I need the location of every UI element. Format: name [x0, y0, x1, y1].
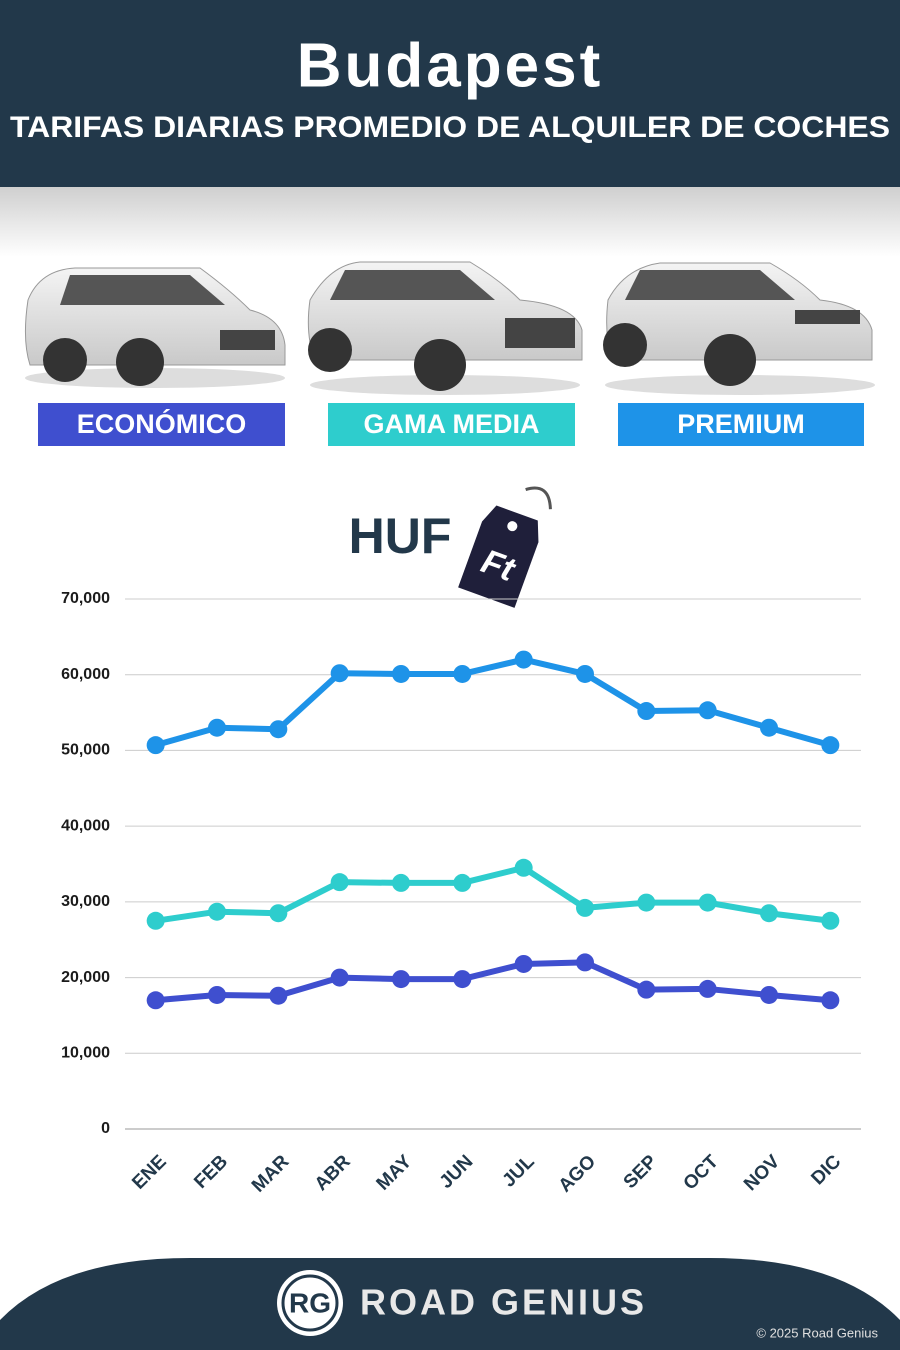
point: [576, 953, 594, 972]
price-tag: Ft: [458, 486, 552, 608]
y-tick-label: 0: [101, 1120, 110, 1137]
point: [330, 873, 349, 892]
point: [208, 902, 226, 921]
y-tick-label: 40,000: [61, 817, 110, 834]
point: [637, 702, 656, 721]
subtitle: TARIFAS DIARIAS PROMEDIO DE ALQUILER DE …: [10, 111, 890, 144]
point: [146, 911, 165, 930]
car-midsize: [307, 261, 583, 395]
y-tick-label: 20,000: [61, 969, 110, 986]
legend-label: ECONÓMICO: [77, 408, 247, 439]
point: [392, 873, 410, 892]
point: [698, 893, 717, 912]
point: [208, 985, 226, 1004]
logo-ring: [281, 1274, 339, 1332]
y-tick-label: 50,000: [61, 742, 110, 759]
currency-label: HUF: [349, 508, 452, 564]
series-line: [155, 959, 831, 1004]
x-tick-label: FEB: [190, 1151, 232, 1193]
point: [514, 954, 533, 973]
point: [637, 893, 656, 912]
logo: RG: [289, 1287, 331, 1318]
point: [698, 701, 717, 720]
brand: ROAD GENIUS: [360, 1282, 647, 1323]
point: [821, 736, 840, 755]
logo-circle: [277, 1270, 343, 1336]
point: [453, 873, 472, 892]
y-tick-label: 30,000: [61, 893, 110, 910]
legend-swatch: [328, 403, 575, 446]
x-tick-label: MAR: [248, 1151, 294, 1197]
legend-label: PREMIUM: [677, 409, 805, 439]
point: [637, 980, 656, 999]
copyright: © 2025 Road Genius: [756, 1325, 878, 1340]
point: [821, 911, 840, 930]
plot: 0 10,000 20,000 30,000 40,000 50,000 60,000 70,…: [61, 590, 861, 1197]
legend: ECONÓMICO GAMA MEDIA PREMIUM: [38, 403, 864, 446]
point: [760, 718, 778, 737]
point: [392, 664, 410, 683]
point: [760, 985, 778, 1004]
x-tick-label: ABR: [311, 1151, 355, 1195]
x-tick-label: DIC: [807, 1151, 845, 1189]
point: [146, 991, 165, 1010]
point: [330, 968, 349, 987]
point: [208, 718, 226, 737]
point: [269, 904, 288, 923]
point: [514, 650, 533, 669]
footer-band: [0, 1258, 900, 1350]
legend-swatch: [38, 403, 285, 446]
point: [269, 720, 288, 739]
car-premium: [603, 262, 875, 395]
point: [698, 979, 717, 998]
y-tick-label: 10,000: [61, 1045, 110, 1062]
x-tick-label: ENE: [128, 1151, 170, 1193]
title: Budapest: [297, 31, 603, 100]
series-line: [155, 864, 831, 924]
legend-label: GAMA MEDIA: [364, 409, 540, 439]
series-line: [154, 656, 832, 749]
x-tick-label: SEP: [620, 1151, 662, 1193]
point: [453, 970, 472, 989]
point: [576, 664, 594, 683]
point: [146, 736, 165, 755]
car-economy: [24, 267, 286, 388]
y-tick-label: 60,000: [61, 666, 110, 683]
point: [392, 970, 410, 989]
point: [760, 904, 778, 923]
legend-swatch: [618, 403, 864, 446]
y-tick-label: 70,000: [61, 590, 110, 607]
point: [453, 664, 472, 683]
point: [330, 664, 349, 683]
point: [269, 986, 288, 1005]
header-band: [0, 0, 900, 187]
point: [821, 991, 840, 1010]
x-tick-label: MAY: [373, 1151, 417, 1195]
x-tick-label: OCT: [680, 1151, 723, 1194]
x-tick-label: JUL: [499, 1151, 540, 1192]
point: [514, 858, 533, 877]
point: [576, 898, 594, 917]
x-tick-label: NOV: [740, 1151, 784, 1195]
x-tick-label: JUN: [436, 1151, 478, 1193]
header-shadow: [0, 187, 900, 257]
x-tick-label: AGO: [555, 1151, 600, 1196]
